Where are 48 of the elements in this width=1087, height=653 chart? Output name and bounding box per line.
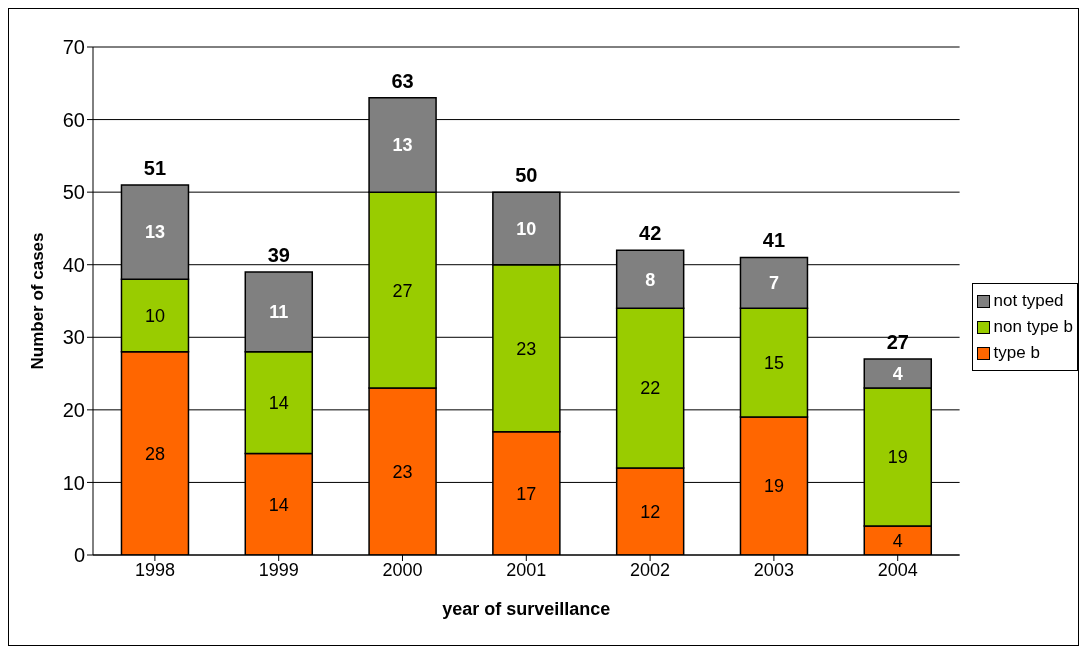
y-tick-label: 70 <box>62 36 85 59</box>
data-label: 27 <box>392 280 413 301</box>
data-label: 22 <box>640 378 661 399</box>
x-tick-label: 2002 <box>630 559 671 580</box>
total-label: 39 <box>267 243 290 266</box>
x-axis-title: year of surveillance <box>442 599 611 619</box>
y-axis-title: Number of cases <box>28 232 48 370</box>
data-label: 7 <box>768 273 779 294</box>
total-label: 27 <box>886 331 909 354</box>
total-label: 63 <box>391 69 414 92</box>
data-label: 17 <box>516 483 537 504</box>
data-label: 14 <box>268 392 289 413</box>
total-label: 41 <box>762 229 786 252</box>
y-tick-label: 50 <box>62 181 85 204</box>
y-tick-label: 10 <box>62 471 85 494</box>
data-label: 14 <box>268 494 289 515</box>
data-label: 10 <box>144 305 165 326</box>
data-label: 10 <box>516 218 537 239</box>
y-tick-label: 40 <box>62 253 85 276</box>
data-label: 4 <box>892 363 903 384</box>
y-tick-label: 20 <box>62 398 85 421</box>
x-tick-label: 2000 <box>382 559 423 580</box>
data-label: 4 <box>892 530 903 551</box>
data-label: 23 <box>516 338 537 359</box>
data-label: 19 <box>763 476 784 497</box>
x-tick-label: 1998 <box>134 559 175 580</box>
data-label: 23 <box>392 461 413 482</box>
data-label: 8 <box>645 269 656 290</box>
y-tick-label: 30 <box>62 326 85 349</box>
data-label: 12 <box>640 501 661 522</box>
data-label: 11 <box>269 302 289 323</box>
x-tick-label: 2004 <box>877 559 918 580</box>
data-label: 13 <box>392 135 413 156</box>
x-tick-label: 1999 <box>258 559 299 580</box>
data-label: 19 <box>887 447 908 468</box>
legend-label: not typed <box>992 290 1065 312</box>
data-label: 13 <box>144 222 165 243</box>
y-tick-label: 60 <box>62 108 85 131</box>
legend-label: type b <box>992 342 1041 364</box>
y-tick-label: 0 <box>73 544 85 567</box>
data-label: 28 <box>144 443 165 464</box>
x-tick-label: 2003 <box>753 559 794 580</box>
total-label: 51 <box>143 156 167 179</box>
x-tick-label: 2001 <box>506 559 547 580</box>
total-label: 50 <box>515 164 538 187</box>
total-label: 42 <box>639 222 662 245</box>
data-label: 15 <box>763 353 784 374</box>
legend-label: non type b <box>992 316 1073 338</box>
